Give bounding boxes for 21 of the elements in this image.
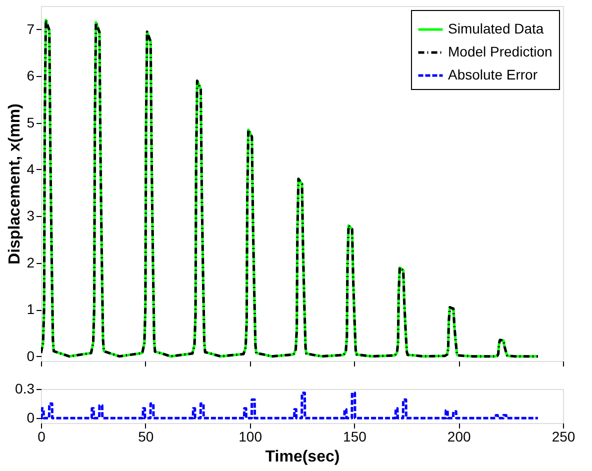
y-tick-label: 1	[26, 301, 35, 318]
legend-label: Simulated Data	[448, 20, 544, 36]
x-tick-label: 50	[138, 428, 154, 444]
y-tick-label: 0	[26, 348, 35, 364]
y-tick-label: 0	[26, 410, 35, 426]
x-tick-label: 150	[343, 428, 367, 444]
y-tick-label: 2	[26, 254, 35, 270]
y-tick-label: 7	[26, 20, 35, 37]
y-tick-label: 6	[26, 68, 35, 84]
legend-label: Absolute Error	[448, 66, 538, 82]
y-tick-label: 5	[26, 114, 35, 130]
x-axis-title: Time(sec)	[265, 448, 340, 466]
y-tick-label: 3	[26, 208, 35, 224]
x-tick-label: 250	[552, 428, 576, 444]
x-tick-label: 0	[38, 428, 46, 444]
x-tick-label: 200	[447, 428, 471, 444]
legend-label: Model Prediction	[448, 44, 552, 60]
y-tick-label: 0.3	[15, 380, 35, 396]
y-tick-label: 4	[26, 160, 35, 177]
x-tick-label: 100	[238, 428, 262, 444]
y-axis-title: Displacement, x(mm)	[6, 104, 24, 264]
